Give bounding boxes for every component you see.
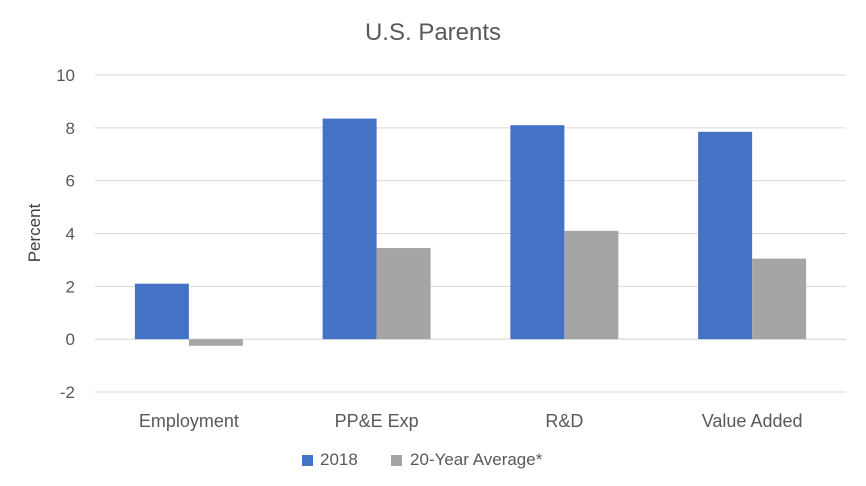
chart-title: U.S. Parents: [365, 19, 501, 46]
bar-2018-value-added: [698, 131, 753, 340]
y-ticks: 10 8 6 4 2 0 -2: [56, 66, 75, 402]
bar-20-year-average-pp-e-exp: [376, 248, 431, 340]
bar-2018-pp-e-exp: [322, 118, 377, 340]
x-category-label: Value Added: [702, 411, 803, 431]
y-tick-label: 0: [66, 330, 75, 349]
y-tick-label: 10: [56, 66, 75, 85]
y-tick-label: 2: [66, 277, 75, 296]
legend: 2018 20-Year Average*: [302, 450, 543, 469]
bar-20-year-average-employment: [188, 339, 243, 346]
x-category-label: PP&E Exp: [335, 411, 419, 431]
y-tick-label: 6: [66, 172, 75, 191]
legend-label: 2018: [320, 450, 358, 469]
y-tick-label: 4: [66, 225, 75, 244]
legend-swatch: [391, 455, 402, 466]
bar-2018-r-d: [510, 125, 565, 340]
bar-20-year-average-value-added: [752, 258, 807, 340]
bar-20-year-average-r-d: [564, 230, 619, 340]
x-category-labels: Employment PP&E Exp R&D Value Added: [139, 411, 803, 431]
y-tick-label: -2: [60, 383, 75, 402]
x-category-label: Employment: [139, 411, 239, 431]
legend-label: 20-Year Average*: [410, 450, 543, 469]
legend-swatch: [302, 455, 313, 466]
x-category-label: R&D: [545, 411, 583, 431]
bar-2018-employment: [134, 283, 189, 340]
bars-layer: [134, 118, 807, 346]
y-tick-label: 8: [66, 119, 75, 138]
y-axis-label: Percent: [25, 203, 44, 262]
